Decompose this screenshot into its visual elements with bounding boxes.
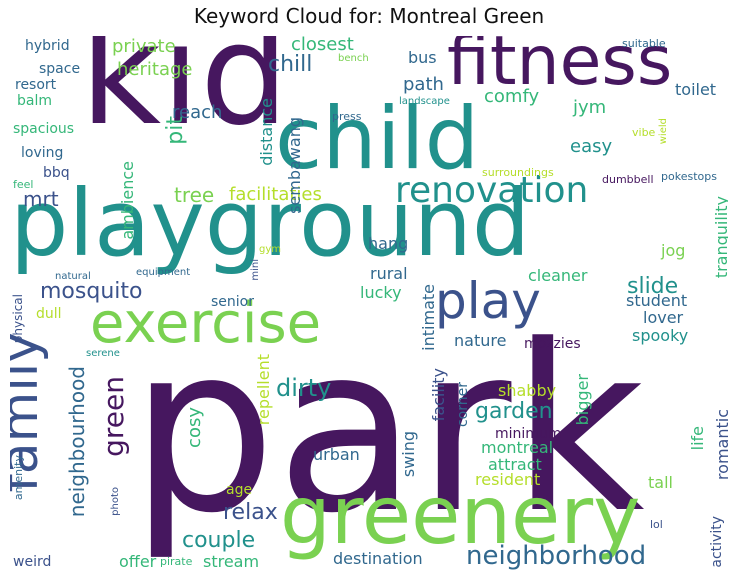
cloud-word-spooky: spooky (632, 326, 689, 345)
cloud-word-corner: corner (455, 382, 471, 428)
cloud-word-park: park (130, 297, 645, 564)
cloud-word-intimate: intimate (419, 284, 438, 351)
cloud-word-renovation: renovation (395, 170, 589, 211)
cloud-word-mozzies: mozzies (524, 336, 581, 352)
cloud-word-surroundings: surroundings (482, 166, 554, 179)
cloud-word-chill: chill (268, 52, 313, 77)
cloud-word-wield: wield (658, 118, 669, 145)
cloud-word-press: press (332, 110, 362, 123)
cloud-word-heritage: heritage (117, 59, 193, 80)
cloud-word-swing: swing (399, 431, 418, 478)
cloud-word-destination: destination (333, 549, 423, 568)
cloud-word-child: child (275, 89, 480, 189)
cloud-word-facilitaties: facilitaties (229, 184, 322, 205)
cloud-word-dirty: dirty (276, 374, 332, 402)
cloud-word-resident: resident (475, 470, 541, 489)
cloud-word-lol: lol (650, 518, 663, 531)
cloud-word-sembawang: sembawang (285, 117, 304, 214)
cloud-word-bench: bench (338, 53, 369, 64)
cloud-word-attract: attract (488, 455, 542, 474)
cloud-word-reach: reach (172, 102, 223, 123)
cloud-word-weird: weird (13, 554, 52, 570)
cloud-word-easy: easy (570, 136, 613, 157)
cloud-word-shabby: shabby (498, 381, 557, 400)
cloud-word-feel: feel (13, 178, 34, 191)
cloud-word-neighbourhood: neighbourhood (65, 366, 89, 518)
cloud-word-bbq: bbq (43, 165, 70, 181)
cloud-word-mosquito: mosquito (40, 279, 143, 304)
cloud-word-romantic: romantic (713, 409, 728, 481)
cloud-word-playground: playground (10, 170, 531, 277)
cloud-word-amenity: amenity (12, 455, 25, 501)
cloud-word-urban: urban (313, 445, 360, 464)
cloud-word-offer: offer (119, 552, 157, 571)
cloud-word-repellent: repellent (254, 354, 273, 426)
cloud-word-cosy: cosy (184, 407, 205, 448)
cloud-word-landscape: landscape (399, 96, 450, 107)
cloud-word-space: space (39, 61, 81, 77)
cloud-word-closest: closest (291, 36, 354, 55)
cloud-word-minimum: minimum (495, 426, 562, 442)
cloud-word-hang: hang (368, 234, 409, 253)
cloud-word-tranquility: tranquility (712, 196, 728, 279)
cloud-word-private: private (112, 36, 176, 57)
cloud-word-spacious: spacious (13, 121, 75, 137)
cloud-word-gym: gym (259, 244, 282, 255)
cloud-word-dull: dull (36, 306, 62, 322)
cloud-word-slide: slide (627, 274, 679, 299)
cloud-word-lucky: lucky (360, 283, 402, 302)
cloud-word-serene: serene (86, 348, 120, 359)
cloud-word-lover: lover (643, 308, 684, 327)
cloud-word-pirate: pirate (160, 555, 193, 568)
cloud-word-distance: distance (257, 98, 276, 166)
cloud-word-couple: couple (182, 528, 256, 553)
cloud-word-photo: photo (110, 487, 121, 516)
cloud-word-fitness: fitness (447, 36, 673, 101)
cloud-word-montreal: montreal (481, 438, 554, 457)
cloud-word-green: green (97, 376, 130, 457)
cloud-word-comfy: comfy (484, 86, 540, 107)
cloud-word-nature: nature (454, 331, 507, 350)
cloud-word-pokestops: pokestops (661, 170, 717, 183)
cloud-word-activity: activity (709, 516, 725, 568)
cloud-word-kid: kid (80, 36, 289, 157)
cloud-word-dumbbell: dumbbell (602, 173, 654, 186)
cloud-word-physical: physical (11, 294, 25, 344)
cloud-word-hybrid: hybrid (25, 38, 70, 54)
cloud-word-age: age (226, 482, 253, 498)
cloud-word-tree: tree (174, 183, 215, 207)
cloud-word-natural: natural (55, 271, 91, 282)
cloud-word-resort: resort (15, 77, 57, 93)
cloud-word-suitable: suitable (622, 37, 666, 50)
cloud-word-bus: bus (408, 48, 437, 67)
cloud-word-vibe: vibe (632, 126, 656, 139)
chart-title: Keyword Cloud for: Montreal Green (193, 4, 545, 28)
cloud-word-jym: jym (573, 97, 607, 118)
cloud-word-life: life (688, 426, 707, 451)
cloud-word-play: play (435, 272, 541, 330)
cloud-word-toilet: toilet (675, 80, 717, 99)
cloud-word-greenery: greenery (280, 469, 641, 562)
cloud-word-cleaner: cleaner (528, 266, 588, 285)
word-cloud: park kid playground child greenery fitness exe… (10, 36, 728, 582)
cloud-word-exercise: exercise (90, 291, 322, 356)
cloud-word-rural: rural (370, 264, 408, 283)
cloud-word-neighborhood: neighborhood (466, 541, 647, 571)
cloud-word-senior: senior (211, 294, 254, 310)
cloud-word-relax: relax (223, 500, 278, 525)
cloud-word-facility: facility (429, 368, 448, 422)
cloud-word-equipment: equipment (136, 267, 191, 278)
cloud-word-loving: loving (21, 145, 64, 161)
cloud-word-ambience: ambience (118, 161, 137, 240)
cloud-word-mini: mini (250, 259, 261, 281)
cloud-word-bigger: bigger (573, 374, 592, 426)
cloud-word-mrt: mrt (23, 187, 59, 211)
cloud-word-balm: balm (17, 93, 52, 109)
cloud-word-jog: jog (661, 241, 686, 260)
cloud-word-tall: tall (648, 473, 673, 492)
cloud-word-stream: stream (203, 552, 260, 571)
cloud-word-path: path (403, 74, 444, 95)
cloud-word-student: student (626, 291, 688, 310)
cloud-word-garden: garden (475, 399, 553, 424)
